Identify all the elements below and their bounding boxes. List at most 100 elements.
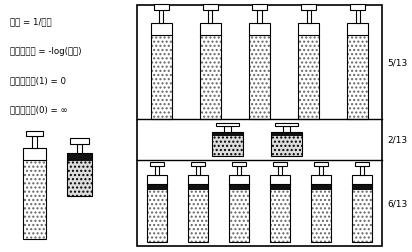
Bar [352,175,372,242]
Bar [347,24,368,119]
Bar [298,24,319,119]
Bar [200,24,221,119]
Bar [191,163,205,167]
Bar [271,132,302,156]
Text: エネルギー(1) = 0: エネルギー(1) = 0 [10,76,66,85]
Bar [352,184,372,190]
Bar [298,24,319,119]
Bar [208,11,213,24]
Bar [225,127,231,132]
Bar [229,175,249,242]
Bar [249,24,270,119]
Text: 2/13: 2/13 [387,135,407,144]
Bar [23,149,47,161]
Bar [188,175,208,242]
Bar [188,175,208,242]
Bar [356,11,360,24]
Bar [311,175,331,242]
Bar [283,127,290,132]
Bar [249,24,270,36]
Text: 圧力 = 1/高さ: 圧力 = 1/高さ [10,18,52,27]
Bar [270,175,290,242]
Bar [258,11,262,24]
Bar [23,149,47,239]
Bar [298,24,319,119]
Text: 6/13: 6/13 [387,198,407,207]
Bar [275,123,298,127]
Bar [311,184,331,190]
Bar [212,132,243,137]
Bar [216,123,239,127]
Bar [67,154,92,197]
Bar [351,5,365,11]
Bar [355,163,369,167]
Text: エネルギー = -log(高さ): エネルギー = -log(高さ) [10,47,82,56]
Bar [301,5,316,11]
Bar [252,5,267,11]
Bar [212,132,243,156]
Bar [212,132,243,156]
Bar [147,175,167,242]
Bar [352,175,372,184]
Bar [237,167,241,175]
Bar [150,163,164,167]
Bar [347,24,368,119]
Bar [200,24,221,119]
Bar [311,175,331,242]
Bar [212,132,243,156]
Bar [273,163,287,167]
Bar [270,175,290,242]
Bar [307,11,311,24]
Bar [232,163,246,167]
Bar [270,184,290,190]
Bar [188,175,208,184]
Text: エネルギー(0) = ∞: エネルギー(0) = ∞ [10,105,68,114]
Bar [155,167,159,175]
Bar [77,144,82,154]
Bar [26,131,43,137]
Bar [147,175,167,184]
Bar [319,167,323,175]
Bar [229,175,249,184]
Bar [229,175,249,242]
Bar [147,184,167,190]
Bar [67,154,92,197]
Bar [188,175,208,242]
Bar [23,149,47,239]
Bar [311,175,331,242]
Bar [271,132,302,156]
Bar [67,154,92,162]
Bar [203,5,218,11]
Bar [200,24,221,119]
Bar [67,154,92,197]
Bar [32,137,37,149]
Bar [150,24,172,119]
Bar [147,175,167,242]
Bar [352,175,372,242]
Bar [229,184,249,190]
Bar [154,5,169,11]
Bar [196,167,200,175]
Bar [271,132,302,137]
Bar [360,167,364,175]
Bar [147,175,167,242]
Bar [352,175,372,242]
Bar [23,149,47,239]
Bar [270,175,290,242]
Bar [311,175,331,184]
Bar [249,24,270,119]
Bar [137,6,382,246]
Bar [188,184,208,190]
Bar [271,132,302,156]
Text: 5/13: 5/13 [387,58,407,68]
Bar [298,24,319,36]
Bar [270,175,290,184]
Bar [150,24,172,36]
Bar [229,175,249,242]
Bar [347,24,368,119]
Bar [278,167,282,175]
Bar [70,138,89,144]
Bar [150,24,172,119]
Bar [150,24,172,119]
Bar [314,163,328,167]
